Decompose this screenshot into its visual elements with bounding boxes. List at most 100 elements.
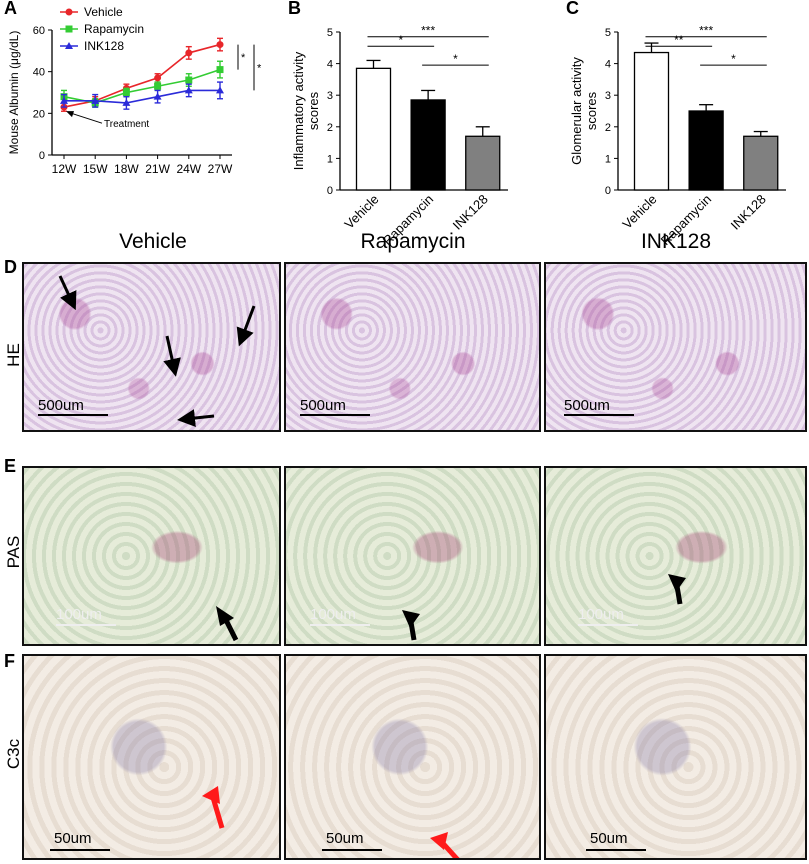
- pas-image-vehicle: 100um: [22, 466, 281, 646]
- scale-label: 100um: [310, 606, 356, 623]
- significance-label: ***: [421, 24, 435, 38]
- x-tick-label: INK128: [450, 192, 491, 233]
- scale-label: 500um: [38, 397, 84, 414]
- pas-image-ink128: 100um: [544, 466, 807, 646]
- data-point: [60, 96, 68, 104]
- legend-marker: [65, 42, 73, 49]
- scale-bar: [56, 624, 116, 626]
- chart-b-inflammatory: 0 1 2 3 4 5 Inflammatory activity scores Vehicle…: [291, 24, 508, 248]
- annotation-arrow: [67, 111, 103, 124]
- row-label-c3c: C3c: [4, 738, 23, 770]
- x-tick-label: 15W: [83, 162, 108, 176]
- x-tick-label: 21W: [145, 162, 170, 176]
- y-axis-label: scores: [306, 91, 321, 130]
- y-tick-label: 0: [605, 185, 611, 197]
- panel-label-b: B: [288, 0, 301, 18]
- data-point: [154, 74, 162, 82]
- y-tick-label: 1: [327, 153, 333, 165]
- column-header-rapamycin: Rapamycin: [360, 230, 466, 253]
- data-point: [122, 89, 130, 96]
- he-image-vehicle: 500um: [22, 262, 281, 432]
- c3c-image-ink128: 50um: [544, 654, 807, 860]
- y-axis-label: scores: [584, 91, 599, 130]
- scale-bar: [38, 414, 108, 416]
- chart-a-albumin: 0 20 40 60 12W 15W 18W 21W 24W 27W Mouse Albumin (…: [7, 5, 262, 176]
- scale-label: 500um: [564, 397, 610, 414]
- scale-bar: [322, 849, 382, 851]
- scale-bar: [586, 849, 646, 851]
- data-point: [91, 96, 100, 104]
- c3c-image-vehicle: 50um: [22, 654, 281, 860]
- column-header-ink128: INK128: [640, 230, 712, 253]
- x-tick-label: 18W: [114, 162, 139, 176]
- significance-label: **: [674, 33, 684, 47]
- y-tick-label: 2: [605, 122, 611, 134]
- significance-label: *: [731, 52, 736, 66]
- panel-label-e: E: [4, 456, 17, 476]
- scale-bar: [578, 624, 638, 626]
- red-arrows: [202, 786, 225, 829]
- data-point: [185, 76, 193, 84]
- series-line: [64, 89, 220, 104]
- y-axis-label: Inflammatory activity: [291, 51, 306, 170]
- panel-label-f: F: [4, 651, 15, 671]
- scale-label: 50um: [590, 830, 628, 847]
- scale-bar: [310, 624, 370, 626]
- y-tick-label: 4: [327, 59, 333, 71]
- scale-bar: [300, 414, 370, 416]
- y-tick-label: 20: [33, 108, 45, 120]
- x-tick-label: 27W: [208, 162, 233, 176]
- bar: [688, 110, 724, 191]
- y-tick-label: 5: [327, 27, 333, 39]
- scale-label: 100um: [56, 606, 102, 623]
- arrow-icon: [58, 275, 77, 311]
- row-label-he: HE: [4, 343, 23, 367]
- scale-label: 50um: [54, 830, 92, 847]
- significance-label: ***: [699, 24, 713, 38]
- y-tick-label: 2: [327, 122, 333, 134]
- y-tick-label: 0: [327, 185, 333, 197]
- column-header-vehicle: Vehicle: [119, 230, 187, 253]
- data-point: [184, 86, 193, 94]
- x-tick-label: 12W: [52, 162, 77, 176]
- scale-label: 50um: [326, 830, 364, 847]
- significance-label: *: [453, 52, 458, 66]
- arrow-icon: [163, 335, 181, 377]
- legend-marker: [65, 25, 73, 33]
- series-line: [63, 43, 221, 108]
- arrow-icon: [236, 305, 256, 347]
- bar: [743, 135, 779, 191]
- he-image-ink128: 500um: [544, 262, 807, 432]
- scale-label: 500um: [300, 397, 346, 414]
- legend-label: INK128: [84, 39, 124, 53]
- black-arrows: [402, 610, 420, 641]
- pas-image-rapamycin: 100um: [284, 466, 541, 646]
- data-point: [216, 41, 224, 49]
- legend-label: Rapamycin: [84, 22, 144, 36]
- legend-label: Vehicle: [84, 5, 123, 19]
- bar: [633, 51, 670, 191]
- y-tick-label: 5: [605, 27, 611, 39]
- annotation-arrowhead: [66, 111, 74, 118]
- y-tick-label: 4: [605, 59, 611, 71]
- black-arrows: [58, 275, 256, 427]
- black-arrows: [668, 574, 686, 605]
- significance-label: *: [398, 33, 403, 47]
- x-tick-label: INK128: [728, 192, 769, 233]
- data-point: [154, 82, 162, 90]
- x-tick-label: 24W: [176, 162, 201, 176]
- data-point: [185, 49, 193, 57]
- scale-label: 100um: [578, 606, 624, 623]
- panel-label-a: A: [4, 0, 17, 18]
- y-tick-label: 0: [39, 150, 45, 162]
- legend-marker: [65, 8, 73, 16]
- y-axis-label: Mouse Albumin (μg/dL): [7, 31, 21, 155]
- y-tick-label: 1: [605, 153, 611, 165]
- black-arrows: [216, 606, 239, 642]
- bar: [410, 99, 446, 191]
- c3c-image-rapamycin: 50um: [284, 654, 541, 860]
- data-point: [122, 98, 131, 106]
- y-tick-label: 3: [327, 90, 333, 102]
- panel-label-d: D: [4, 257, 17, 277]
